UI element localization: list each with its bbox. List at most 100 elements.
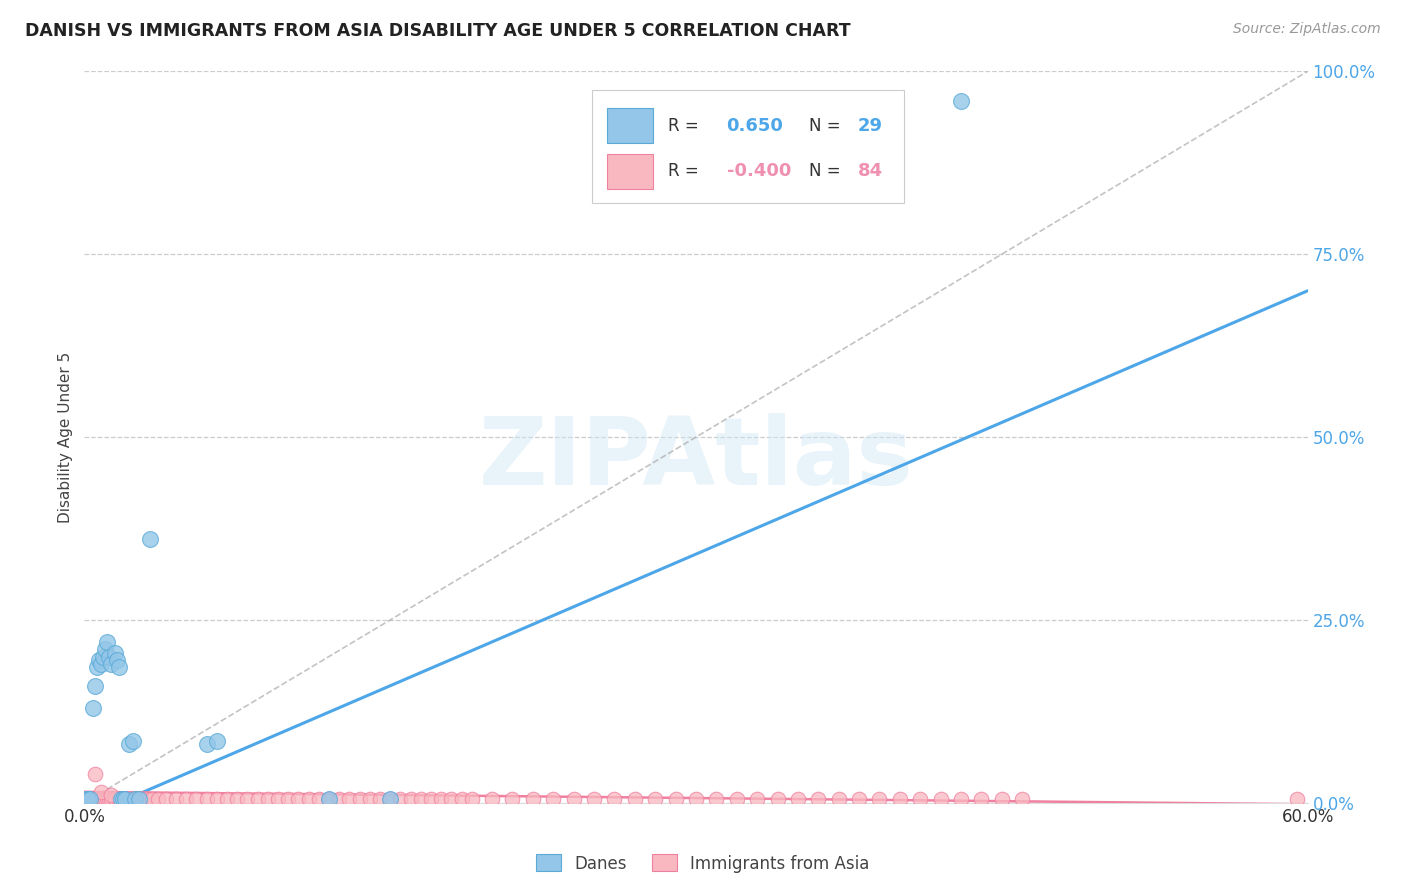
- Point: [96, 792, 118, 806]
- Point: [380, 792, 402, 806]
- Point: [77, 792, 100, 806]
- Point: [105, 653, 128, 667]
- Point: [112, 792, 135, 806]
- Point: [380, 792, 402, 806]
- Point: [83, 766, 105, 780]
- Point: [118, 792, 141, 806]
- Point: [135, 792, 157, 806]
- Point: [83, 792, 105, 806]
- Point: [174, 792, 197, 806]
- Point: [217, 792, 239, 806]
- Point: [195, 737, 218, 751]
- Point: [420, 792, 443, 806]
- Point: [747, 792, 769, 806]
- Text: N =: N =: [808, 162, 845, 180]
- Point: [91, 792, 114, 806]
- Text: R =: R =: [668, 117, 704, 135]
- Point: [205, 733, 228, 747]
- Point: [93, 642, 115, 657]
- Point: [75, 792, 97, 806]
- Point: [155, 792, 177, 806]
- Point: [766, 792, 789, 806]
- Text: Source: ZipAtlas.com: Source: ZipAtlas.com: [1233, 22, 1381, 37]
- Point: [100, 657, 122, 671]
- Text: R =: R =: [668, 162, 704, 180]
- Point: [87, 653, 110, 667]
- Point: [502, 792, 524, 806]
- Point: [93, 792, 115, 806]
- Point: [75, 792, 97, 806]
- Text: DANISH VS IMMIGRANTS FROM ASIA DISABILITY AGE UNDER 5 CORRELATION CHART: DANISH VS IMMIGRANTS FROM ASIA DISABILIT…: [25, 22, 851, 40]
- Point: [86, 660, 108, 674]
- Point: [318, 792, 340, 806]
- Point: [83, 679, 105, 693]
- Point: [165, 792, 187, 806]
- Point: [110, 792, 132, 806]
- Point: [430, 792, 453, 806]
- Point: [86, 792, 108, 806]
- Point: [267, 792, 290, 806]
- Point: [950, 94, 973, 108]
- Text: ZIPAtlas: ZIPAtlas: [478, 413, 914, 505]
- Point: [481, 792, 503, 806]
- Point: [603, 792, 626, 806]
- Point: [368, 792, 391, 806]
- Point: [1286, 792, 1309, 806]
- Point: [328, 792, 350, 806]
- Point: [929, 792, 952, 806]
- Bar: [606, 108, 654, 144]
- Point: [122, 733, 145, 747]
- Point: [644, 792, 666, 806]
- Point: [90, 785, 112, 799]
- Point: [96, 635, 118, 649]
- Point: [124, 792, 146, 806]
- Point: [1011, 792, 1033, 806]
- Point: [90, 792, 112, 806]
- Point: [90, 657, 112, 671]
- Bar: [606, 153, 654, 189]
- Point: [100, 792, 122, 806]
- Point: [359, 792, 381, 806]
- Point: [950, 792, 973, 806]
- Point: [257, 792, 280, 806]
- Point: [869, 792, 891, 806]
- Point: [236, 792, 259, 806]
- FancyBboxPatch shape: [592, 90, 904, 203]
- Point: [82, 792, 104, 806]
- Point: [91, 649, 114, 664]
- Point: [991, 792, 1014, 806]
- Point: [583, 792, 606, 806]
- Point: [308, 792, 330, 806]
- Point: [97, 792, 120, 806]
- Point: [226, 792, 249, 806]
- Point: [562, 792, 585, 806]
- Point: [807, 792, 830, 806]
- Point: [828, 792, 851, 806]
- Point: [246, 792, 269, 806]
- Point: [112, 792, 135, 806]
- Point: [970, 792, 993, 806]
- Point: [124, 792, 146, 806]
- Point: [440, 792, 463, 806]
- Point: [277, 792, 299, 806]
- Point: [543, 792, 565, 806]
- Point: [889, 792, 911, 806]
- Point: [79, 792, 101, 806]
- Point: [104, 646, 127, 660]
- Point: [141, 792, 163, 806]
- Point: [77, 792, 100, 806]
- Point: [118, 737, 141, 751]
- Point: [389, 792, 412, 806]
- Point: [205, 792, 228, 806]
- Point: [725, 792, 748, 806]
- Point: [287, 792, 309, 806]
- Point: [114, 792, 136, 806]
- Text: 29: 29: [858, 117, 883, 135]
- Point: [339, 792, 361, 806]
- Point: [318, 792, 340, 806]
- Point: [848, 792, 870, 806]
- Point: [186, 792, 208, 806]
- Point: [624, 792, 647, 806]
- Point: [409, 792, 432, 806]
- Point: [349, 792, 371, 806]
